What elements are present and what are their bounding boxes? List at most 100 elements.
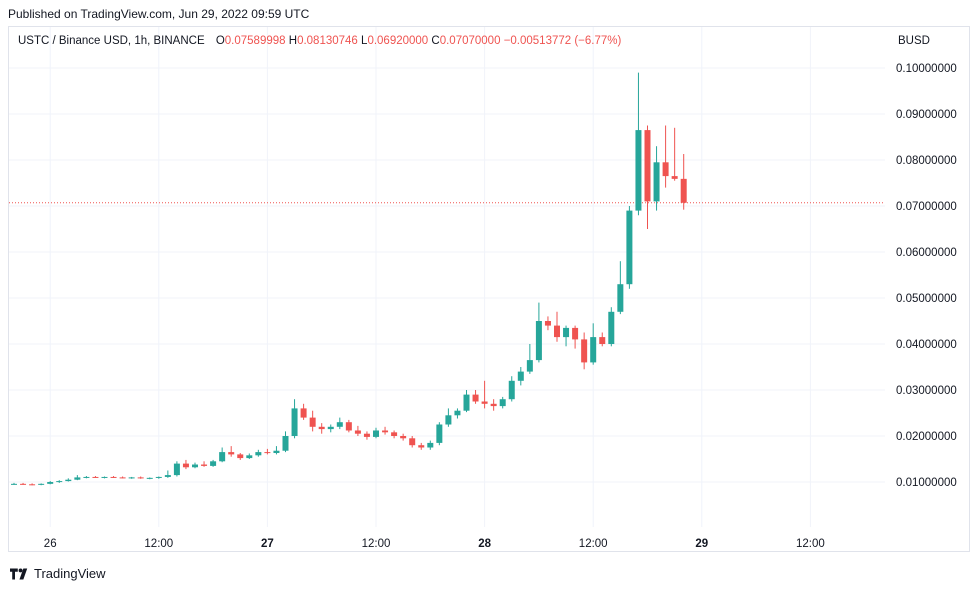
y-tick-label: 0.09000000: [896, 109, 957, 121]
candle-down: [644, 130, 651, 202]
candle-down: [572, 327, 579, 340]
candle-up: [617, 284, 624, 312]
candle-down: [92, 476, 99, 478]
candle-up: [463, 394, 470, 411]
open-label: O: [215, 35, 225, 47]
candle-up: [454, 410, 461, 416]
brand-name: TradingView: [34, 566, 106, 581]
candle-up: [653, 162, 660, 202]
candle-up: [535, 321, 542, 361]
published-caption: Published on TradingView.com, Jun 29, 20…: [8, 7, 310, 21]
y-tick-label: 0.04000000: [896, 339, 957, 351]
candle-down: [544, 321, 551, 326]
candle-up: [65, 479, 72, 482]
candle-down: [345, 422, 352, 431]
candle-up: [282, 436, 289, 451]
candle-up: [563, 327, 570, 338]
candle-down: [318, 426, 325, 430]
x-tick-label: 12:00: [144, 538, 173, 550]
candle-up: [83, 476, 90, 478]
x-tick-label: 27: [261, 538, 274, 550]
y-tick-label: 0.03000000: [896, 385, 957, 397]
candle-up: [526, 360, 533, 372]
candle-up: [255, 452, 262, 456]
candle-up: [56, 481, 63, 483]
candle-up: [327, 426, 334, 430]
candle-up: [246, 455, 253, 459]
candle-up: [517, 371, 524, 381]
x-tick-label: 28: [478, 538, 491, 550]
candle-up: [291, 408, 298, 436]
candle-down: [581, 339, 588, 363]
candle-down: [671, 176, 678, 179]
footer-brand[interactable]: TradingView: [10, 566, 106, 581]
candle-down: [237, 454, 244, 459]
chart-legend: USTC / Binance USD, 1h, BINANCE O0.07589…: [18, 35, 621, 47]
candle-down: [137, 477, 144, 479]
candle-up: [128, 477, 135, 479]
y-tick-label: 0.05000000: [896, 293, 957, 305]
candle-down: [554, 325, 560, 338]
candles: [11, 72, 687, 486]
candle-down: [418, 445, 425, 448]
candle-down: [490, 403, 497, 407]
candle-down: [182, 463, 189, 468]
y-tick-label: 0.10000000: [896, 63, 957, 75]
candle-down: [110, 476, 117, 478]
candle-up: [74, 477, 81, 480]
chart-frame[interactable]: [8, 26, 970, 552]
y-tick-label: 0.07000000: [896, 201, 957, 213]
candle-up: [219, 452, 226, 462]
close-value: 0.07070000: [439, 35, 501, 47]
candle-up: [210, 461, 217, 466]
candle-down: [409, 438, 416, 446]
candle-up: [146, 477, 153, 479]
candle-up: [427, 442, 434, 448]
x-tick-label: 12:00: [579, 538, 608, 550]
candle-up: [445, 415, 452, 425]
candle-down: [662, 162, 669, 177]
grid-lines: [9, 27, 885, 527]
candle-down: [400, 436, 407, 439]
x-tick-label: 26: [44, 538, 57, 550]
candle-up: [173, 463, 180, 476]
candle-down: [264, 452, 271, 454]
candle-down: [599, 337, 606, 344]
candle-up: [499, 399, 506, 407]
candle-up: [508, 380, 515, 400]
candle-down: [201, 464, 208, 466]
candle-up: [192, 464, 198, 468]
change-value: −0.00513772 (−6.77%): [503, 35, 622, 47]
x-tick-label: 29: [695, 538, 708, 550]
candle-up: [590, 337, 597, 363]
candle-down: [354, 430, 361, 434]
open-value: 0.07589998: [224, 35, 286, 47]
candle-up: [47, 482, 54, 484]
high-label: H: [288, 35, 298, 47]
candle-down: [228, 452, 235, 455]
candle-down: [300, 408, 307, 418]
currency-label[interactable]: BUSD: [898, 35, 930, 47]
price-axis: 0.01000000 0.02000000 0.03000000 0.04000000…: [896, 63, 957, 489]
candle-up: [436, 424, 443, 443]
time-axis: 26 12:00 27 12:00 28 12:00 29 12:00: [44, 538, 825, 550]
y-tick-label: 0.02000000: [896, 431, 957, 443]
y-tick-label: 0.06000000: [896, 247, 957, 259]
candle-down: [481, 401, 488, 404]
candle-up: [155, 476, 162, 478]
candle-up: [336, 422, 343, 427]
close-label: C: [431, 35, 440, 47]
high-value: 0.08130746: [297, 35, 358, 47]
candle-down: [363, 433, 370, 437]
candle-up: [101, 476, 108, 478]
symbol-label[interactable]: USTC / Binance USD, 1h, BINANCE: [18, 35, 205, 47]
low-label: L: [361, 35, 368, 47]
candle-down: [119, 477, 126, 479]
x-tick-label: 12:00: [362, 538, 391, 550]
candle-up: [635, 130, 642, 211]
candle-up: [273, 450, 280, 454]
candle-down: [382, 430, 389, 433]
y-tick-label: 0.01000000: [896, 477, 957, 489]
candle-up: [164, 475, 171, 477]
